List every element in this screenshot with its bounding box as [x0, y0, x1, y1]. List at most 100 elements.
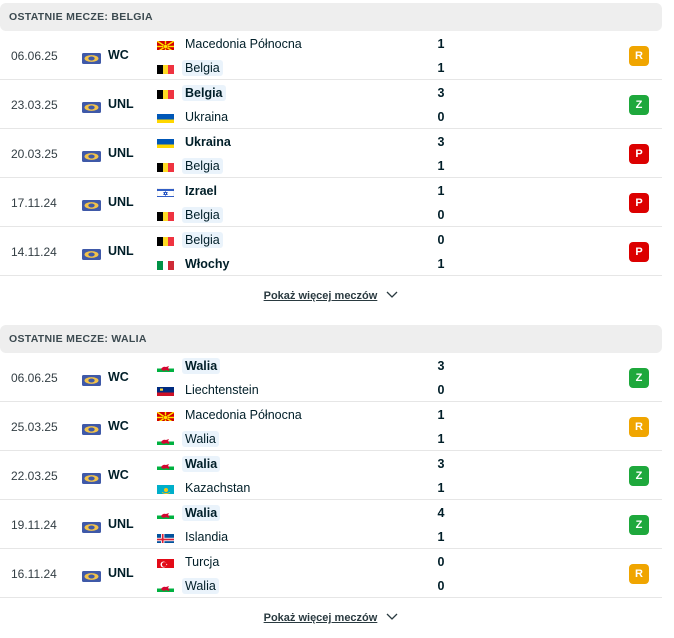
match-date: 14.11.24	[11, 245, 57, 259]
away-score: 1	[437, 481, 445, 495]
competition-icon	[82, 422, 101, 435]
competition-icon	[82, 149, 101, 162]
away-team: Belgia	[157, 206, 223, 224]
competition-label: WC	[108, 370, 129, 384]
show-more-link[interactable]: Pokaż więcej meczów	[0, 290, 662, 302]
turkey-flag-icon	[157, 557, 174, 568]
result-badge: P	[629, 242, 649, 262]
match-list: 06.06.25 WC Walia 3 Liechtenstein 0 Z 25.03.25 W…	[0, 353, 662, 598]
belgium-flag-icon	[157, 88, 174, 99]
chevron-down-icon	[386, 612, 398, 624]
north-macedonia-flag-icon	[157, 39, 174, 50]
home-score: 0	[437, 555, 445, 569]
show-more-label: Pokaż więcej meczów	[263, 290, 378, 302]
match-row[interactable]: 16.11.24 UNL Turcja 0 Walia 0 R	[0, 549, 662, 598]
liechtenstein-flag-icon	[157, 385, 174, 396]
match-list: 06.06.25 WC Macedonia Północna 1 Belgia 1 R 23.…	[0, 31, 662, 276]
competition-label: WC	[108, 468, 129, 482]
home-team-name: Walia	[182, 456, 221, 472]
match-row[interactable]: 14.11.24 UNL Belgia 0 Włochy 1 P	[0, 227, 662, 276]
away-score: 1	[437, 432, 445, 446]
away-score: 1	[437, 159, 445, 173]
home-team: Walia	[157, 357, 221, 375]
match-row[interactable]: 06.06.25 WC Macedonia Północna 1 Belgia 1 R	[0, 31, 662, 80]
away-team: Islandia	[157, 528, 231, 546]
away-team-name: Belgia	[182, 158, 223, 174]
competition-icon	[82, 471, 101, 484]
result-badge: R	[629, 417, 649, 437]
kazakhstan-flag-icon	[157, 483, 174, 494]
competition-label: UNL	[108, 244, 134, 258]
home-team: Walia	[157, 504, 221, 522]
competition-label: UNL	[108, 517, 134, 531]
away-team: Liechtenstein	[157, 381, 262, 399]
home-team-name: Belgia	[182, 232, 223, 248]
israel-flag-icon	[157, 186, 174, 197]
competition-icon	[82, 373, 101, 386]
home-team-name: Turcja	[185, 555, 220, 569]
italy-flag-icon	[157, 259, 174, 270]
match-row[interactable]: 20.03.25 UNL Ukraina 3 Belgia 1 P	[0, 129, 662, 178]
match-date: 16.11.24	[11, 567, 57, 581]
iceland-flag-icon	[157, 532, 174, 543]
match-date: 17.11.24	[11, 196, 57, 210]
home-score: 1	[437, 408, 445, 422]
away-team: Kazachstan	[157, 479, 253, 497]
home-team-name: Macedonia Północna	[185, 37, 302, 51]
belgium-flag-icon	[157, 161, 174, 172]
match-row[interactable]: 19.11.24 UNL Walia 4 Islandia 1 Z	[0, 500, 662, 549]
competition-label: UNL	[108, 195, 134, 209]
home-team-name: Walia	[182, 505, 221, 521]
away-score: 0	[437, 579, 445, 593]
home-score: 3	[437, 86, 445, 100]
home-team: Turcja	[157, 553, 222, 571]
match-row[interactable]: 23.03.25 UNL Belgia 3 Ukraina 0 Z	[0, 80, 662, 129]
result-badge: R	[629, 564, 649, 584]
wales-flag-icon	[157, 361, 174, 372]
away-team-name: Islandia	[185, 530, 229, 544]
match-row[interactable]: 17.11.24 UNL Izrael 1 Belgia 0 P	[0, 178, 662, 227]
competition-label: UNL	[108, 97, 134, 111]
show-more-link[interactable]: Pokaż więcej meczów	[0, 612, 662, 624]
match-row[interactable]: 25.03.25 WC Macedonia Północna 1 Walia 1 R	[0, 402, 662, 451]
away-team-name: Liechtenstein	[185, 383, 259, 397]
home-score: 3	[437, 135, 445, 149]
away-score: 0	[437, 208, 445, 222]
home-team-name: Macedonia Północna	[185, 408, 302, 422]
away-team-name: Belgia	[182, 60, 223, 76]
match-date: 19.11.24	[11, 518, 57, 532]
home-team: Belgia	[157, 231, 223, 249]
away-team: Belgia	[157, 59, 223, 77]
wales-flag-icon	[157, 508, 174, 519]
home-team: Macedonia Północna	[157, 35, 305, 53]
chevron-down-icon	[386, 290, 398, 302]
away-team: Ukraina	[157, 108, 231, 126]
match-row[interactable]: 06.06.25 WC Walia 3 Liechtenstein 0 Z	[0, 353, 662, 402]
home-team: Ukraina	[157, 133, 234, 151]
competition-label: UNL	[108, 566, 134, 580]
result-badge: R	[629, 46, 649, 66]
match-row[interactable]: 22.03.25 WC Walia 3 Kazachstan 1 Z	[0, 451, 662, 500]
ukraine-flag-icon	[157, 137, 174, 148]
home-score: 3	[437, 359, 445, 373]
competition-icon	[82, 520, 101, 533]
wales-flag-icon	[157, 581, 174, 592]
show-more-label: Pokaż więcej meczów	[263, 612, 378, 624]
home-score: 3	[437, 457, 445, 471]
section-wales: OSTATNIE MECZE: WALIA 06.06.25 WC Walia 3 Li…	[0, 325, 662, 598]
away-score: 0	[437, 110, 445, 124]
home-team: Belgia	[157, 84, 226, 102]
away-team-name: Belgia	[182, 207, 223, 223]
match-date: 23.03.25	[11, 98, 58, 112]
away-team: Walia	[157, 577, 219, 595]
home-team: Izrael	[157, 182, 220, 200]
home-score: 0	[437, 233, 445, 247]
competition-icon	[82, 51, 101, 64]
wales-flag-icon	[157, 459, 174, 470]
result-badge: Z	[629, 95, 649, 115]
match-date: 20.03.25	[11, 147, 58, 161]
away-score: 1	[437, 61, 445, 75]
section-belgium: OSTATNIE MECZE: BELGIA 06.06.25 WC Macedon…	[0, 3, 662, 276]
match-date: 06.06.25	[11, 49, 58, 63]
competition-icon	[82, 569, 101, 582]
